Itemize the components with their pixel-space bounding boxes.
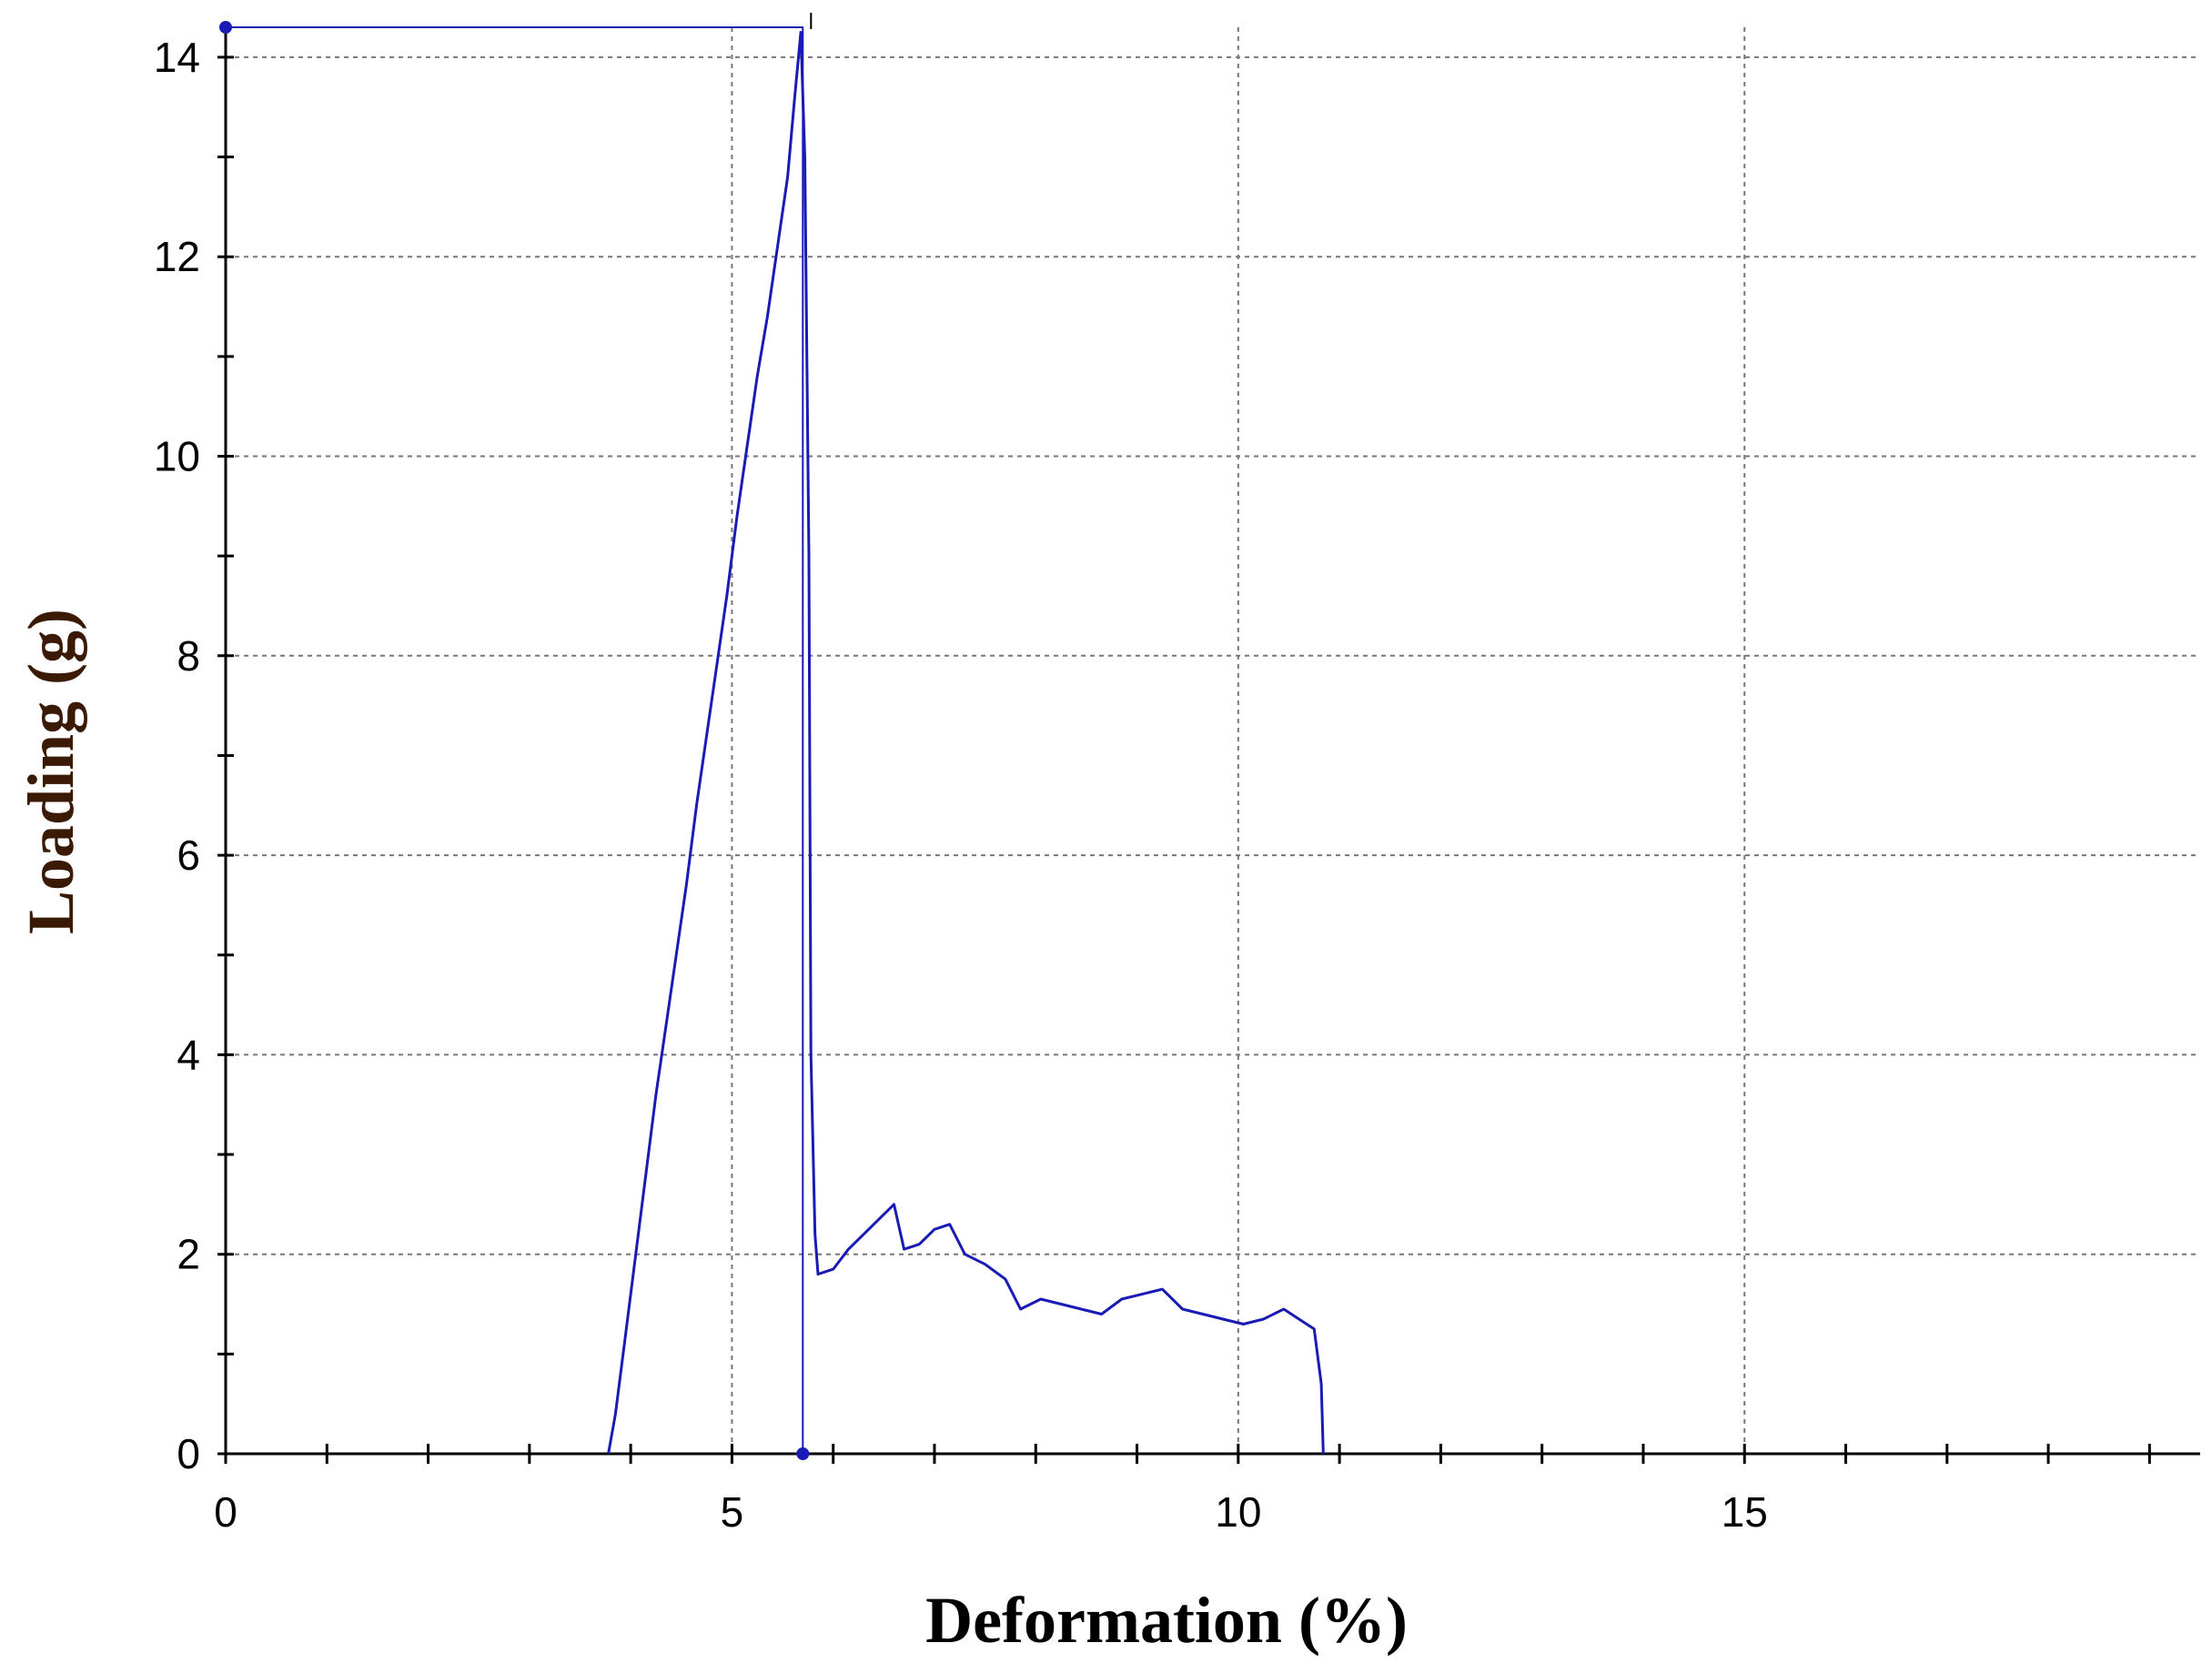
axes — [217, 22, 2200, 1464]
x-tick-label: 15 — [1722, 1488, 1768, 1536]
series-line — [226, 26, 804, 1454]
y-tick-label: 10 — [154, 432, 200, 479]
x-tick-label: 0 — [214, 1488, 237, 1536]
y-tick-label: 2 — [177, 1231, 200, 1278]
y-tick-label: 4 — [177, 1031, 200, 1078]
x-tick-label: 10 — [1215, 1488, 1261, 1536]
grid-lines — [226, 27, 2200, 1454]
y-tick-label: 14 — [154, 34, 200, 81]
peak-marker-y — [219, 21, 232, 34]
y-tick-label: 6 — [177, 832, 200, 879]
y-tick-label: 8 — [177, 632, 200, 680]
y-tick-label: 0 — [177, 1430, 200, 1477]
y-tick-label: 12 — [154, 233, 200, 280]
markers — [219, 13, 813, 1460]
x-tick-label: 5 — [721, 1488, 744, 1536]
y-axis-title: Loading (g) — [15, 609, 87, 934]
series — [226, 26, 1325, 1455]
x-axis-title: Deformation (%) — [925, 1584, 1408, 1657]
tick-labels: 0 5 10 15 0 2 4 6 8 10 12 14 — [154, 34, 1768, 1536]
series-line — [607, 31, 1325, 1455]
peak-marker-x — [796, 1447, 810, 1460]
